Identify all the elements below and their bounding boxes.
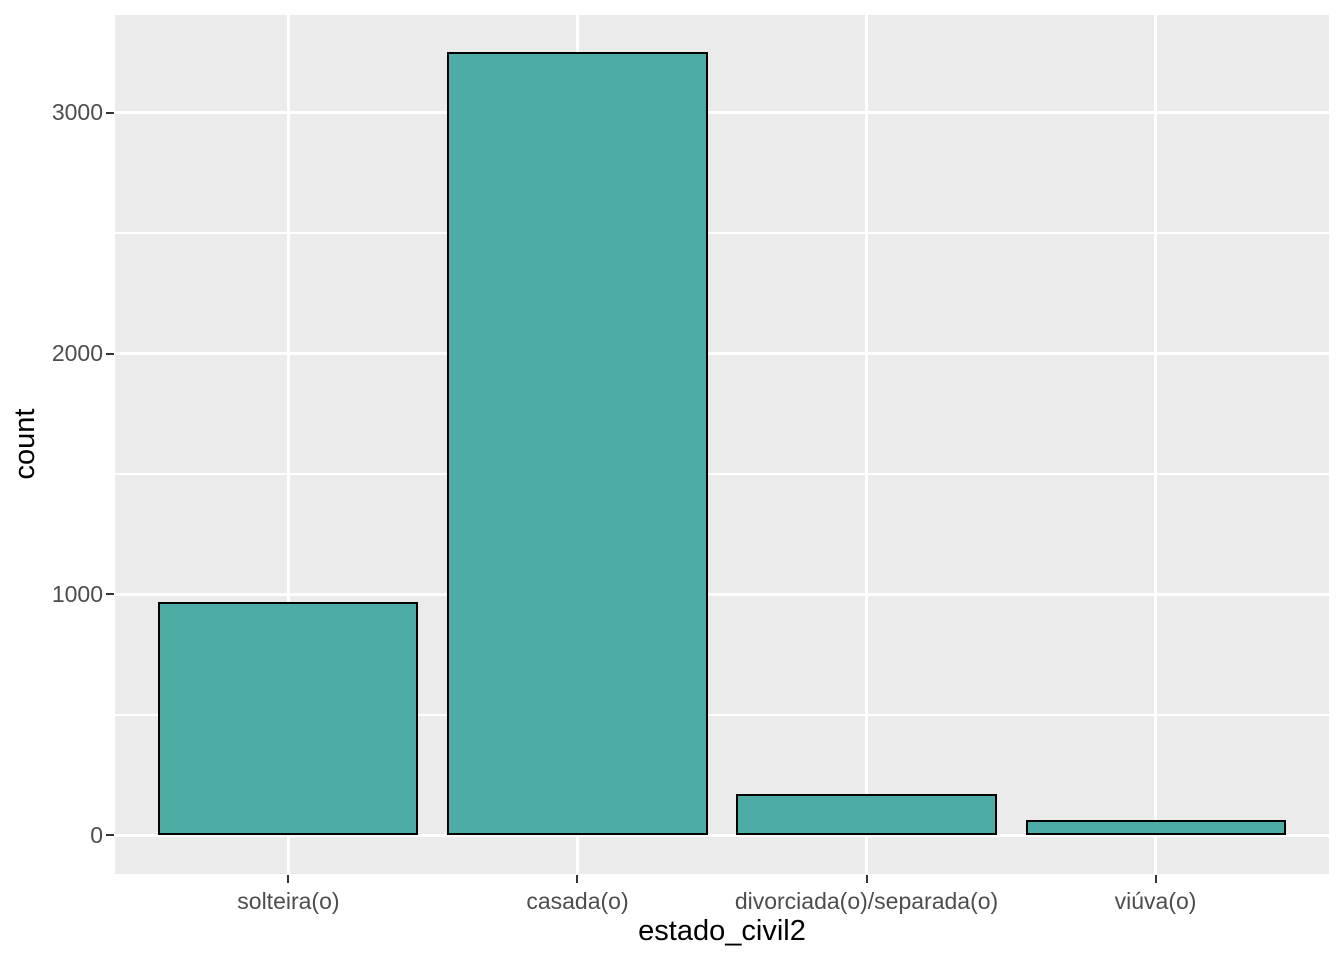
x-tick-mark-1	[576, 875, 579, 883]
major-gridline-x-2	[865, 15, 869, 874]
major-gridline-y-3000	[115, 111, 1329, 115]
major-gridline-y-2000	[115, 352, 1329, 356]
y-tick-label-3000: 3000	[51, 99, 103, 126]
y-tick-label-1000: 1000	[51, 580, 103, 607]
bar-0	[158, 601, 419, 836]
x-tick-mark-0	[287, 875, 290, 883]
y-tick-mark-3000	[106, 111, 114, 114]
x-tick-label-1: casada(o)	[526, 888, 629, 914]
x-tick-label-3: viúva(o)	[1114, 888, 1197, 914]
plot-panel	[115, 15, 1329, 874]
x-tick-mark-2	[865, 875, 868, 883]
y-tick-mark-0	[106, 834, 114, 837]
x-tick-label-0: solteira(o)	[237, 888, 340, 914]
x-tick-label-2: divorciada(o)/separada(o)	[734, 888, 999, 914]
y-tick-mark-1000	[106, 593, 114, 596]
x-tick-mark-3	[1154, 875, 1157, 883]
minor-gridline-y-1500	[115, 473, 1329, 475]
bar-1	[447, 52, 708, 836]
y-tick-label-2000: 2000	[51, 340, 103, 367]
bar-2	[736, 794, 997, 836]
minor-gridline-y-2500	[115, 232, 1329, 234]
major-gridline-y-1000	[115, 592, 1329, 596]
major-gridline-x-3	[1154, 15, 1158, 874]
major-gridline-x-0	[286, 15, 290, 874]
major-gridline-y-0	[115, 833, 1329, 837]
x-axis-title: estado_civil2	[638, 915, 806, 947]
bar-3	[1025, 819, 1286, 836]
y-tick-label-0: 0	[90, 821, 103, 848]
y-tick-mark-2000	[106, 352, 114, 355]
minor-gridline-y-500	[115, 714, 1329, 716]
y-axis-title: count	[9, 408, 41, 480]
